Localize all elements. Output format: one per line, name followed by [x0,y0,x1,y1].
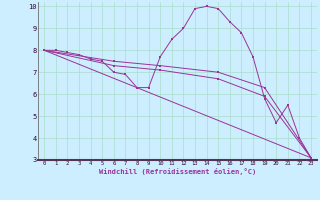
X-axis label: Windchill (Refroidissement éolien,°C): Windchill (Refroidissement éolien,°C) [99,168,256,175]
